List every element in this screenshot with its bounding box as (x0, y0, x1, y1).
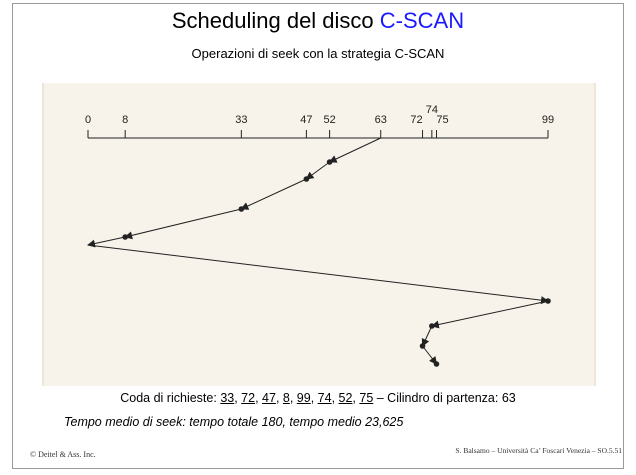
queue-req: 33 (220, 391, 235, 405)
seek-segment (328, 137, 381, 163)
seek-point (419, 343, 426, 349)
footer-credit: S. Balsamo – Università Ca’ Foscari Vene… (455, 446, 622, 455)
queue-req: 8 (282, 391, 290, 405)
title-accent: C-SCAN (379, 8, 465, 33)
axis-tick-label: 63 (375, 114, 387, 126)
axis-tick-label: 0 (85, 114, 91, 126)
queue-req: 99 (296, 391, 311, 405)
seek-segment (421, 325, 433, 347)
seek-segment (305, 161, 330, 180)
slide-title: Scheduling del disco C-SCAN (0, 8, 636, 34)
request-queue: Coda di richieste: 33, 72, 47, 8, 99, 74… (120, 391, 516, 405)
seek-point (433, 361, 440, 367)
seek-point (326, 159, 333, 165)
seek-segment (422, 345, 438, 365)
seek-point (303, 176, 310, 182)
axis-tick-label: 75 (436, 114, 448, 126)
seek-segment (430, 300, 549, 329)
seek-segment (124, 208, 242, 240)
seek-segment (87, 236, 126, 248)
axis-tick-label: 74 (426, 104, 438, 116)
queue-req: 75 (359, 391, 374, 405)
seek-segment (240, 178, 307, 210)
seek-point (238, 206, 245, 212)
seek-segment (87, 244, 549, 305)
axis-tick-label: 99 (542, 114, 554, 126)
seek-point (429, 323, 435, 329)
axis-tick-label: 47 (300, 114, 312, 126)
seek-point (545, 298, 551, 304)
slide-subtitle: Operazioni di seek con la strategia C-SC… (191, 46, 445, 61)
axis-tick-label: 72 (410, 114, 422, 126)
queue-prefix: Coda di richieste: (120, 391, 221, 405)
axis-tick-label: 52 (323, 114, 335, 126)
average-seek-text: Tempo medio di seek: tempo totale 180, t… (64, 415, 404, 429)
seek-point (122, 234, 128, 240)
queue-req: 72 (241, 391, 256, 405)
queue-req: 74 (317, 391, 332, 405)
queue-req: 47 (262, 391, 276, 405)
queue-req: 52 (338, 391, 353, 405)
axis-tick-label: 8 (122, 114, 128, 126)
title-text: Scheduling del disco (171, 8, 380, 33)
seek-path (87, 137, 551, 367)
footer-copyright: © Deitel & Ass. Inc. (30, 450, 96, 459)
axis-tick-label: 33 (235, 114, 247, 126)
queue-suffix: – Cilindro di partenza: 63 (373, 391, 516, 405)
